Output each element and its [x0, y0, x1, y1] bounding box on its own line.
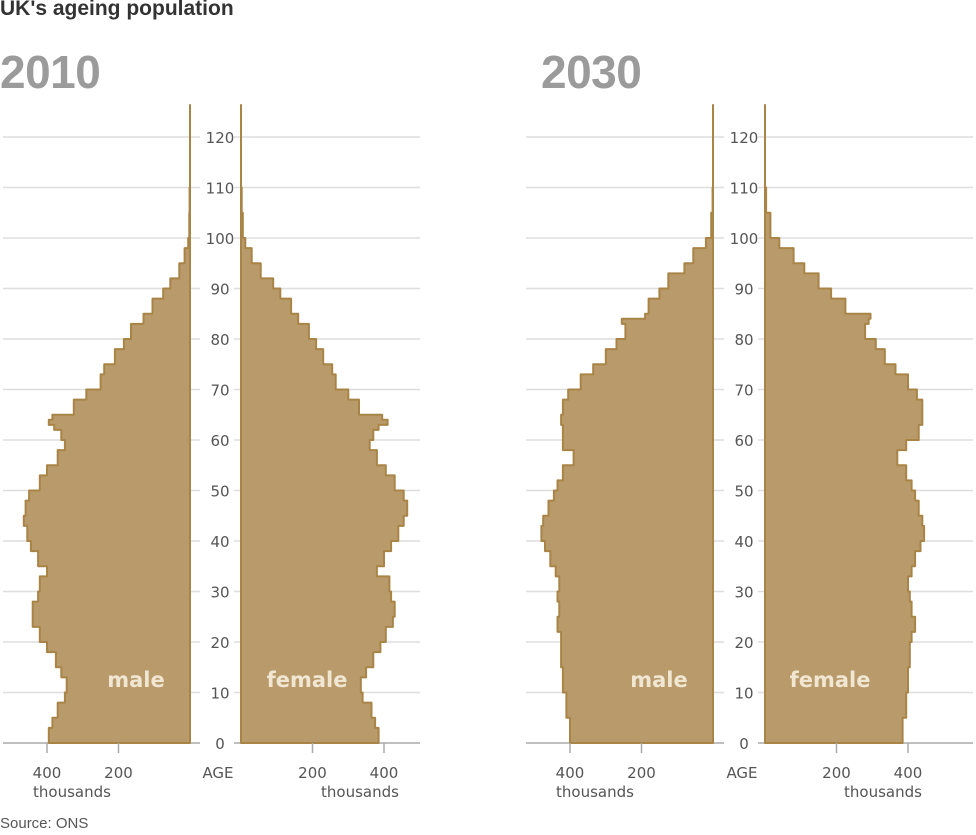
age-tick-label: 70 [734, 382, 753, 400]
age-tick-label: 110 [730, 180, 759, 198]
year-label-2030: 2030 [541, 46, 642, 98]
pyramid-2010: 0 10 20 30 40 50 60 70 80 90 100 110 120 400 400 200 200… [3, 104, 420, 801]
age-tick-label: 40 [210, 533, 229, 551]
pop-tick-label-male: 400 [33, 764, 62, 782]
male-label: male [630, 668, 688, 692]
age-axis-label: AGE [202, 764, 233, 782]
age-tick-label: 50 [210, 483, 229, 501]
pop-tick-label-female: 400 [370, 764, 399, 782]
male-label: male [107, 668, 165, 692]
pyramid-2030: 0 10 20 30 40 50 60 70 80 90 100 110 120 400 400 200 200… [526, 104, 973, 801]
unit-label-female: thousands [844, 783, 922, 801]
unit-label-male: thousands [33, 783, 111, 801]
age-tick-label: 0 [215, 735, 225, 753]
age-tick-label: 10 [210, 685, 229, 703]
age-tick-label: 110 [206, 180, 235, 198]
female-label: female [267, 668, 348, 692]
source-note: Source: ONS [0, 815, 89, 832]
unit-label-female: thousands [321, 783, 399, 801]
age-tick-label: 0 [739, 735, 749, 753]
age-tick-label: 120 [730, 129, 759, 147]
male-population-area [540, 104, 714, 744]
male-population-area [22, 104, 191, 744]
age-tick-label: 60 [210, 432, 229, 450]
age-tick-label: 100 [206, 230, 235, 248]
age-tick-label: 40 [734, 533, 753, 551]
pop-tick-label-female: 400 [894, 764, 923, 782]
age-tick-label: 80 [210, 331, 229, 349]
female-population-area [240, 104, 409, 744]
age-tick-label: 30 [734, 584, 753, 602]
female-label: female [790, 668, 871, 692]
age-axis-label: AGE [726, 764, 757, 782]
chart-title: UK's ageing population [0, 0, 234, 20]
age-tick-label: 60 [734, 432, 753, 450]
age-tick-label: 70 [210, 382, 229, 400]
pop-tick-label-male: 200 [104, 764, 133, 782]
pop-tick-label-female: 200 [822, 764, 851, 782]
age-tick-label: 120 [206, 129, 235, 147]
age-tick-label: 90 [734, 281, 753, 299]
age-tick-label: 90 [210, 281, 229, 299]
age-tick-label: 50 [734, 483, 753, 501]
age-tick-label: 100 [730, 230, 759, 248]
age-tick-label: 10 [734, 685, 753, 703]
age-tick-label: 80 [734, 331, 753, 349]
unit-label-male: thousands [556, 783, 634, 801]
year-label-2010: 2010 [0, 46, 101, 98]
age-tick-label: 20 [734, 634, 753, 652]
pop-tick-label-female: 200 [298, 764, 327, 782]
female-population-area [764, 104, 926, 744]
pop-tick-label-male: 400 [556, 764, 585, 782]
pop-tick-label-male: 200 [627, 764, 656, 782]
age-tick-label: 20 [210, 634, 229, 652]
age-tick-label: 30 [210, 584, 229, 602]
